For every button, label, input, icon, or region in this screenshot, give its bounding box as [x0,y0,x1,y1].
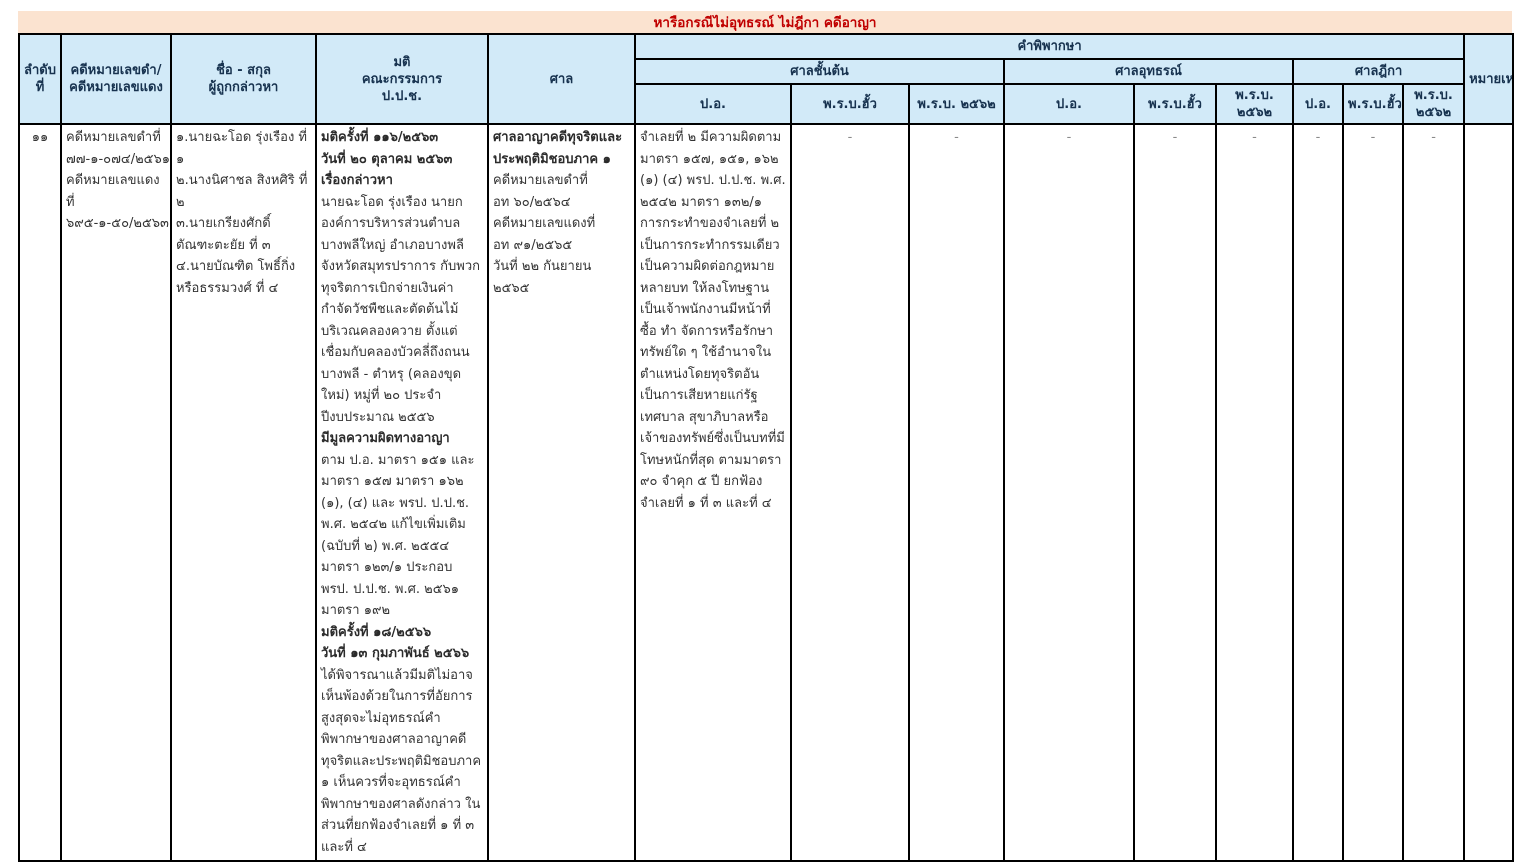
cell-resolution: มติครั้งที่ ๑๑๖/๒๕๖๓ วันที่ ๒๐ ตุลาคม ๒๕… [315,123,489,862]
court-case-black-number: อท ๖๐/๒๕๖๔ [493,194,571,210]
header-appeal-po: ป.อ. [1003,83,1135,125]
header-note: หมายเหตุ [1463,33,1515,125]
criminal-grounds-heading: มีมูลความผิดทางอาญา [321,431,450,446]
cell-case-numbers: คดีหมายเลขดำที่ ๗๗-๑-๐๗๔/๒๕๖๑ คดีหมายเลข… [60,123,172,862]
header-court-first-instance: ศาลชั้นต้น [634,58,1005,85]
accused-2: ๒.นางนิศาชล สิงหศิริ ที่ ๒ [176,173,308,210]
header-accused: ชื่อ - สกุล ผู้ถูกกล่าวหา [170,33,317,125]
court-name: ศาลอาญาคดีทุจริตและประพฤติมิชอบภาค ๑ [493,130,623,167]
cell-first-instance-hua: - [790,123,910,862]
header-court-appeal: ศาลอุทธรณ์ [1003,58,1294,85]
accused-1: ๑.นายฉะโอด รุ่งเรือง ที่ ๑ [176,130,308,167]
cell-appeal-act: - [1215,123,1294,862]
court-case-red-number: อท ๙๑/๒๕๖๕ [493,237,573,253]
court-judgment-date: วันที่ ๒๒ กันยายน ๒๕๖๕ [493,259,592,296]
header-court-supreme: ศาลฎีกา [1291,58,1466,85]
cell-accused-names: ๑.นายฉะโอด รุ่งเรือง ที่ ๑ ๒.นางนิศาชล ส… [170,123,317,862]
header-appeal-act: พ.ร.บ. ๒๕๖๒ [1215,83,1294,125]
table-header: ลำดับ ที่ คดีหมายเลขดำ/ คดีหมายเลขแดง ชื… [18,33,1515,125]
header-supreme-hua: พ.ร.บ.ฮั้ว [1342,83,1404,125]
cell-seq: ๑๑ [18,123,62,862]
criminal-grounds-text: ตาม ป.อ. มาตรา ๑๕๑ และมาตรา ๑๕๗ มาตรา ๑๖… [321,452,475,619]
resolution-no-1: มติครั้งที่ ๑๑๖/๒๕๖๓ [321,130,439,145]
allegation-heading: เรื่องกล่าวหา [321,173,393,188]
cell-note [1463,123,1515,862]
resolution-date-1: วันที่ ๒๐ ตุลาคม ๒๕๖๓ [321,151,453,167]
cell-appeal-po: - [1003,123,1135,862]
document-title-bar: หารือกรณีไม่อุทธรณ์ ไม่ฎีกา คดีอาญา [18,11,1512,33]
resolution-decision-text: ได้พิจารณาแล้วมีมติไม่อาจเห็นพ้องด้วยในก… [321,667,482,855]
header-judgment: คำพิพากษา [633,33,1466,60]
cases-table: ลำดับ ที่ คดีหมายเลขดำ/ คดีหมายเลขแดง ชื… [18,33,1515,862]
header-first-po: ป.อ. [634,83,792,125]
header-court: ศาล [487,33,636,125]
resolution-no-2: มติครั้งที่ ๑๘/๒๕๖๖ [321,624,432,640]
cell-first-instance-po: จำเลยที่ ๒ มีความผิดตามมาตรา ๑๕๗, ๑๕๑, ๑… [634,123,792,862]
header-first-hua: พ.ร.บ.ฮั้ว [790,83,910,125]
header-first-act: พ.ร.บ. ๒๕๖๒ [908,83,1005,125]
cell-supreme-act: - [1401,123,1466,862]
header-case-no: คดีหมายเลขดำ/ คดีหมายเลขแดง [60,33,172,125]
accused-3: ๓.นายเกรียงศักดิ์ ตัณฑะตะยัย ที่ ๓ [176,216,271,253]
header-seq: ลำดับ ที่ [18,33,62,125]
cell-appeal-hua: - [1133,123,1217,862]
header-resolution: มติ คณะกรรมการ ป.ป.ช. [315,33,489,125]
header-appeal-hua: พ.ร.บ.ฮั้ว [1133,83,1217,125]
cell-first-instance-act: - [908,123,1005,862]
case-red-number: ๖๙๕-๑-๕๐/๒๕๖๓ [66,216,169,231]
cell-court: ศาลอาญาคดีทุจริตและประพฤติมิชอบภาค ๑ คดี… [487,123,636,862]
resolution-date-2: วันที่ ๑๓ กุมภาพันธ์ ๒๕๖๖ [321,646,470,661]
table-row: ๑๑ คดีหมายเลขดำที่ ๗๗-๑-๐๗๔/๒๕๖๑ คดีหมาย… [18,123,1515,862]
accused-4: ๔.นายบัณฑิต โพธิ์กิ่ง หรือธรรมวงศ์ ที่ ๔ [176,259,296,296]
allegation-text: นายฉะโอด รุ่งเรือง นายกองค์การบริหารส่วน… [321,194,481,425]
document-title: หารือกรณีไม่อุทธรณ์ ไม่ฎีกา คดีอาญา [653,15,877,31]
cell-supreme-po: - [1292,123,1344,862]
court-case-black-label: คดีหมายเลขดำที่ [493,173,588,188]
cell-supreme-hua: - [1342,123,1404,862]
court-case-red-label: คดีหมายเลขแดงที่ [493,216,596,231]
case-black-label: คดีหมายเลขดำที่ [66,130,161,145]
header-supreme-act: พ.ร.บ. ๒๕๖๒ [1401,83,1466,125]
case-red-label: คดีหมายเลขแดงที่ [66,173,160,210]
header-supreme-po: ป.อ. [1292,83,1344,125]
case-black-number: ๗๗-๑-๐๗๔/๒๕๖๑ [66,151,171,167]
